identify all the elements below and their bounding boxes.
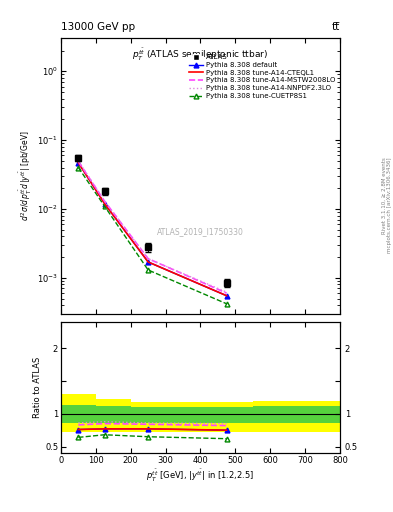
Y-axis label: Ratio to ATLAS: Ratio to ATLAS xyxy=(33,357,42,418)
Pythia 8.308 default xyxy=(224,293,229,299)
Pythia 8.308 default xyxy=(146,259,151,265)
Line: Pythia 8.308 tune-A14-NNPDF2.3LO: Pythia 8.308 tune-A14-NNPDF2.3LO xyxy=(78,161,227,292)
Pythia 8.308 tune-A14-CTEQL1 xyxy=(102,200,107,206)
Line: Pythia 8.308 tune-CUETP8S1: Pythia 8.308 tune-CUETP8S1 xyxy=(76,165,229,306)
Pythia 8.308 tune-A14-CTEQL1 xyxy=(224,293,229,299)
Pythia 8.308 tune-A14-MSTW2008LO xyxy=(102,198,107,204)
Pythia 8.308 tune-A14-MSTW2008LO xyxy=(76,158,81,164)
Pythia 8.308 tune-A14-NNPDF2.3LO xyxy=(224,289,229,295)
X-axis label: $p_T^{t\bar{t}}$ [GeV], $|y^{t\bar{t}}|$ in [1.2,2.5]: $p_T^{t\bar{t}}$ [GeV], $|y^{t\bar{t}}|$… xyxy=(147,467,254,484)
Pythia 8.308 tune-CUETP8S1 xyxy=(76,164,81,170)
Y-axis label: $d^2\sigma / d\,p_T^{t\bar{t}} d\,|y^{t\bar{t}}|$ [pb/GeV]: $d^2\sigma / d\,p_T^{t\bar{t}} d\,|y^{t\… xyxy=(18,131,35,222)
Line: Pythia 8.308 default: Pythia 8.308 default xyxy=(76,160,229,298)
Pythia 8.308 tune-A14-CTEQL1 xyxy=(146,259,151,265)
Pythia 8.308 tune-A14-MSTW2008LO xyxy=(146,255,151,262)
Pythia 8.308 tune-A14-CTEQL1 xyxy=(76,160,81,166)
Pythia 8.308 tune-A14-NNPDF2.3LO xyxy=(76,158,81,164)
Pythia 8.308 tune-CUETP8S1 xyxy=(224,301,229,307)
Pythia 8.308 tune-CUETP8S1 xyxy=(146,267,151,273)
Text: tt̅: tt̅ xyxy=(332,22,340,32)
Pythia 8.308 tune-A14-NNPDF2.3LO xyxy=(146,255,151,262)
Legend: ATLAS, Pythia 8.308 default, Pythia 8.308 tune-A14-CTEQL1, Pythia 8.308 tune-A14: ATLAS, Pythia 8.308 default, Pythia 8.30… xyxy=(187,53,336,100)
Text: ATLAS_2019_I1750330: ATLAS_2019_I1750330 xyxy=(157,227,244,236)
Pythia 8.308 default xyxy=(76,160,81,166)
Pythia 8.308 tune-A14-NNPDF2.3LO xyxy=(102,198,107,204)
Pythia 8.308 tune-CUETP8S1 xyxy=(102,203,107,209)
Pythia 8.308 tune-A14-MSTW2008LO xyxy=(224,290,229,296)
Line: Pythia 8.308 tune-A14-CTEQL1: Pythia 8.308 tune-A14-CTEQL1 xyxy=(78,163,227,296)
Text: 13000 GeV pp: 13000 GeV pp xyxy=(61,22,135,32)
Text: Rivet 3.1.10, ≥ 2.8M events
mcplots.cern.ch [arXiv:1306.3436]: Rivet 3.1.10, ≥ 2.8M events mcplots.cern… xyxy=(382,157,392,252)
Text: $p_T^{t\bar{t}}$ (ATLAS semileptonic ttbar): $p_T^{t\bar{t}}$ (ATLAS semileptonic ttb… xyxy=(132,47,268,63)
Line: Pythia 8.308 tune-A14-MSTW2008LO: Pythia 8.308 tune-A14-MSTW2008LO xyxy=(78,161,227,293)
Pythia 8.308 default xyxy=(102,200,107,206)
